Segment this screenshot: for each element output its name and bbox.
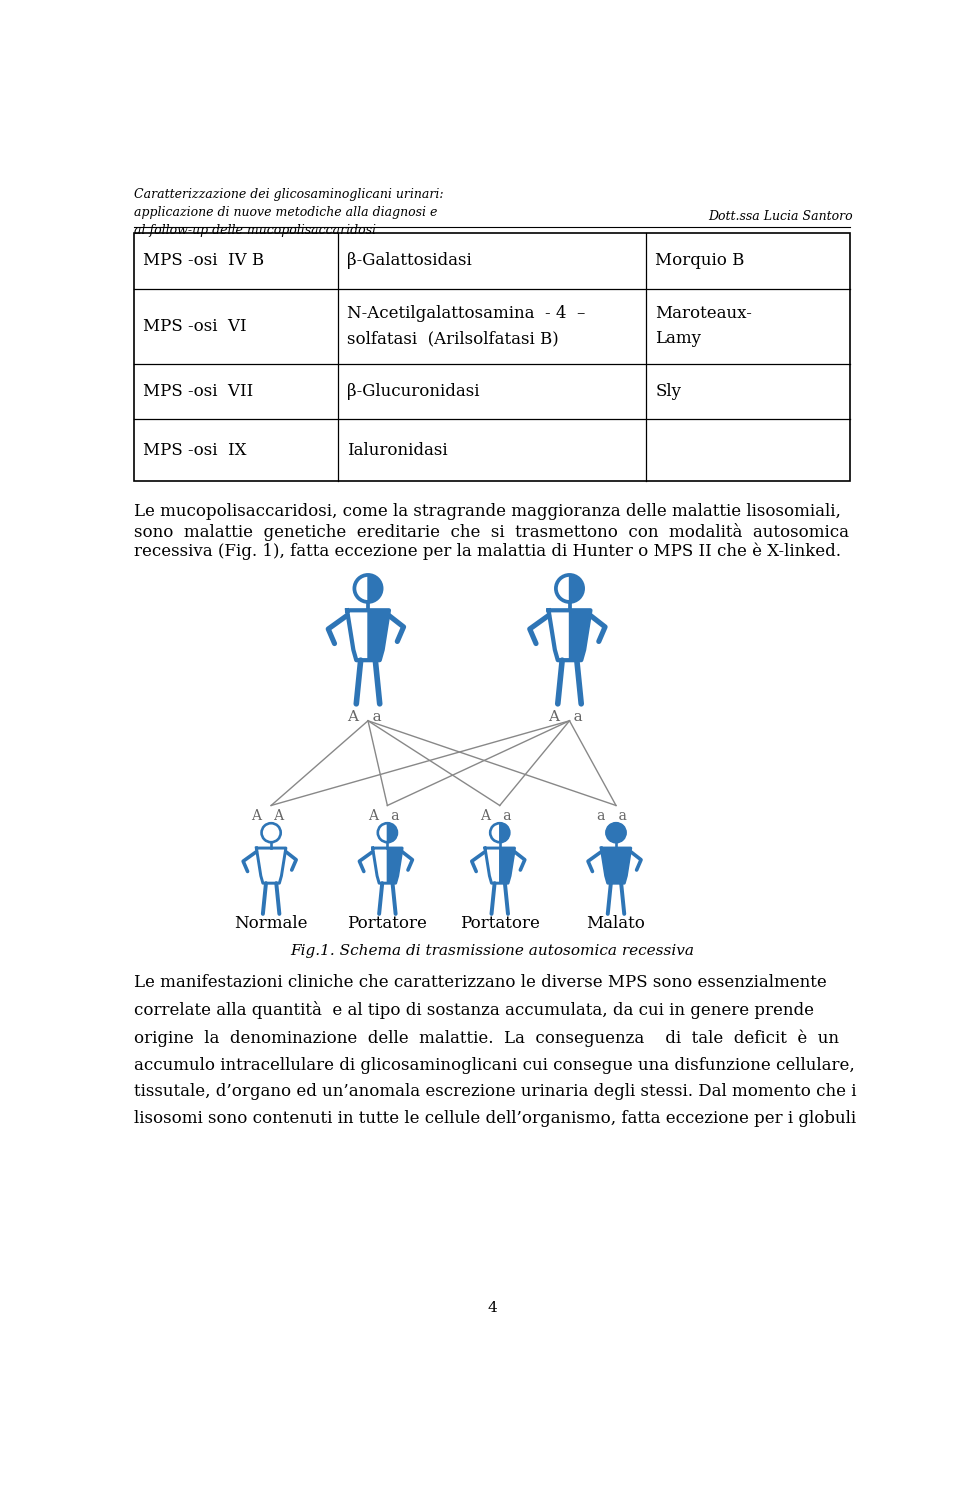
Text: Le mucopolisaccaridosi, come la stragrande maggioranza delle malattie lisosomial: Le mucopolisaccaridosi, come la stragran… (134, 503, 841, 520)
Text: a   a: a a (597, 809, 627, 823)
Text: A   a: A a (347, 711, 381, 724)
Text: A   A: A A (251, 809, 284, 823)
Text: Malato: Malato (587, 915, 645, 932)
Bar (134, 233, 850, 481)
Text: β-Galattosidasi: β-Galattosidasi (348, 252, 472, 269)
Text: A   a: A a (548, 711, 583, 724)
Polygon shape (569, 611, 590, 660)
Text: sono  malattie  genetiche  ereditarie  che  si  trasmettono  con  modalità  auto: sono malattie genetiche ereditarie che s… (134, 523, 849, 540)
Text: recessiva (Fig. 1), fatta eccezione per la malattia di Hunter o MPS II che è X-l: recessiva (Fig. 1), fatta eccezione per … (134, 542, 841, 560)
Text: β-Glucuronidasi: β-Glucuronidasi (348, 384, 480, 400)
Polygon shape (368, 575, 381, 602)
Text: Maroteaux-
Lamy: Maroteaux- Lamy (656, 305, 752, 348)
Polygon shape (368, 611, 389, 660)
Text: Ialuronidasi: Ialuronidasi (348, 442, 448, 458)
Text: MPS -osi  VI: MPS -osi VI (143, 318, 247, 334)
Text: Portatore: Portatore (460, 915, 540, 932)
Polygon shape (500, 848, 515, 884)
Text: MPS -osi  IV B: MPS -osi IV B (143, 252, 264, 269)
Polygon shape (500, 823, 510, 842)
Text: Caratterizzazione dei glicosaminoglicani urinari:
applicazione di nuove metodich: Caratterizzazione dei glicosaminoglicani… (134, 188, 444, 237)
Polygon shape (569, 575, 583, 602)
Polygon shape (388, 848, 402, 884)
Circle shape (607, 823, 626, 842)
Text: MPS -osi  VII: MPS -osi VII (143, 384, 253, 400)
Text: Normale: Normale (234, 915, 308, 932)
Text: Morquio B: Morquio B (656, 252, 745, 269)
Polygon shape (388, 823, 396, 842)
Polygon shape (601, 848, 631, 884)
Text: Fig.1. Schema di trasmissione autosomica recessiva: Fig.1. Schema di trasmissione autosomica… (290, 945, 694, 959)
Text: N-Acetilgalattosamina  - 4  –
solfatasi  (Arilsolfatasi B): N-Acetilgalattosamina - 4 – solfatasi (A… (348, 305, 586, 348)
Text: MPS -osi  IX: MPS -osi IX (143, 442, 247, 458)
Text: Sly: Sly (656, 384, 682, 400)
Text: Dott.ssa Lucia Santoro: Dott.ssa Lucia Santoro (708, 211, 852, 222)
Text: Portatore: Portatore (348, 915, 427, 932)
Text: Le manifestazioni cliniche che caratterizzano le diverse MPS sono essenzialmente: Le manifestazioni cliniche che caratteri… (134, 973, 856, 1127)
Text: A   a: A a (368, 809, 399, 823)
Text: 4: 4 (487, 1300, 497, 1315)
Text: A   a: A a (480, 809, 512, 823)
